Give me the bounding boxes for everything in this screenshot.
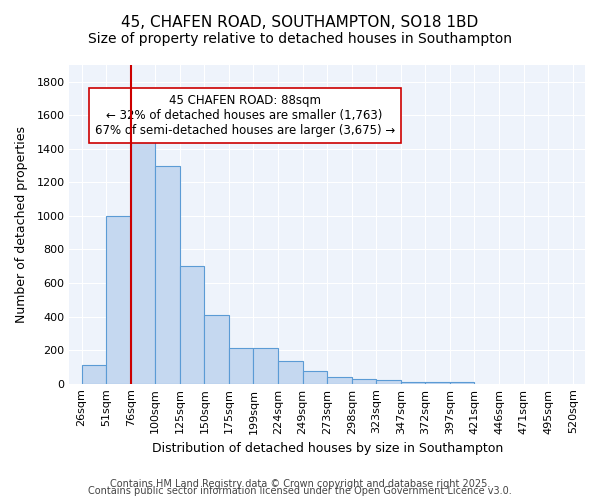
Text: 45 CHAFEN ROAD: 88sqm
← 32% of detached houses are smaller (1,763)
67% of semi-d: 45 CHAFEN ROAD: 88sqm ← 32% of detached …	[95, 94, 395, 136]
Bar	[205, 315, 229, 384]
Bar	[82, 365, 106, 384]
Bar	[352, 378, 376, 384]
Bar	[450, 382, 475, 384]
Bar	[155, 166, 180, 384]
Bar	[401, 382, 425, 384]
Text: 45, CHAFEN ROAD, SOUTHAMPTON, SO18 1BD: 45, CHAFEN ROAD, SOUTHAMPTON, SO18 1BD	[121, 15, 479, 30]
Bar	[376, 380, 401, 384]
Text: Contains public sector information licensed under the Open Government Licence v3: Contains public sector information licen…	[88, 486, 512, 496]
Bar	[180, 266, 205, 384]
Bar	[425, 382, 450, 384]
Bar	[253, 348, 278, 384]
Bar	[229, 348, 253, 384]
Text: Contains HM Land Registry data © Crown copyright and database right 2025.: Contains HM Land Registry data © Crown c…	[110, 479, 490, 489]
Bar	[106, 216, 131, 384]
X-axis label: Distribution of detached houses by size in Southampton: Distribution of detached houses by size …	[152, 442, 503, 455]
Bar	[302, 371, 327, 384]
Y-axis label: Number of detached properties: Number of detached properties	[15, 126, 28, 323]
Text: Size of property relative to detached houses in Southampton: Size of property relative to detached ho…	[88, 32, 512, 46]
Bar	[131, 132, 155, 384]
Bar	[327, 377, 352, 384]
Bar	[278, 361, 302, 384]
